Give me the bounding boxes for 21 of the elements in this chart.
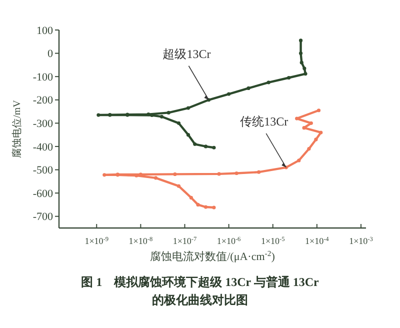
text: 图 1 模拟腐蚀环境下超级 13Cr 与普通 13Cr 的极化曲线对比图 xyxy=(81,275,320,307)
annotation: 传统13Cr xyxy=(240,114,288,128)
x-axis-title: 腐蚀电流对数值/(μA·cm$^{-2}$) xyxy=(150,248,276,263)
x-tick-label: 1×10$^{-3}$ xyxy=(349,236,373,246)
x-tick-label: 1×10$^{-8}$ xyxy=(128,236,153,246)
x-tick-label: 1×10$^{-4}$ xyxy=(305,236,330,246)
y-tick-label: -200 xyxy=(32,94,54,107)
y-axis-title: 腐蚀电位/mV xyxy=(11,99,23,158)
x-tick-label: 1×10$^{-5}$ xyxy=(260,236,285,246)
annotation: 超级13Cr xyxy=(162,46,211,61)
y-tick-label: 100 xyxy=(36,24,54,37)
x-tick-label: 1×10$^{-6}$ xyxy=(216,236,241,246)
y-tick-label: -500 xyxy=(32,164,54,177)
y-tick-label: -300 xyxy=(32,118,54,130)
y-tick-label: -100 xyxy=(32,71,54,84)
y-tick-label: -600 xyxy=(32,188,54,200)
y-tick-label: -700 xyxy=(32,211,54,224)
x-tick-label: 1×10$^{-7}$ xyxy=(172,236,197,246)
y-tick-label: -400 xyxy=(32,141,54,154)
y-tick-label: 0 xyxy=(48,48,54,60)
x-tick-label: 1×10$^{-9}$ xyxy=(84,236,109,246)
